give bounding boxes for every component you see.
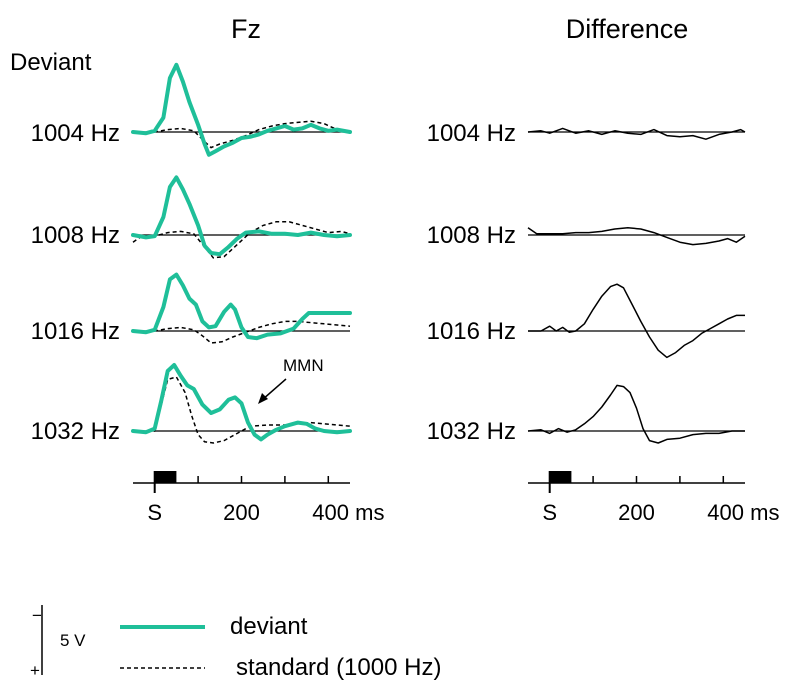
standard-waveform <box>133 320 351 344</box>
x-tick-label: 400 ms <box>312 500 384 525</box>
scale-value-label: 5 V <box>60 631 86 650</box>
standard-waveform <box>133 120 351 149</box>
x-axis-difference: S 200 400 ms <box>528 471 779 525</box>
difference-waveform <box>527 227 746 246</box>
standard-waveform <box>133 376 351 444</box>
difference-panel <box>527 127 746 444</box>
row-label-difference: 1016 Hz <box>427 318 516 345</box>
legend-standard-label: standard (1000 Hz) <box>236 654 441 681</box>
x-tick-label: 400 ms <box>707 500 779 525</box>
row-label-fz: 1004 Hz <box>31 120 120 147</box>
deviant-waveform <box>131 272 352 341</box>
legend-deviant-label: deviant <box>230 613 308 640</box>
difference-waveform <box>528 283 745 359</box>
stimulus-bar <box>154 471 177 483</box>
row-label-fz: 1008 Hz <box>31 222 120 249</box>
stimulus-bar <box>549 471 572 483</box>
row-label-difference: 1008 Hz <box>427 222 516 249</box>
difference-waveform <box>527 127 746 140</box>
fz-panel <box>131 62 352 444</box>
x-tick-label: S <box>147 500 162 525</box>
panel-title-fz: Fz <box>231 14 261 44</box>
scale-plus-label: + <box>30 661 40 680</box>
panel-title-difference: Difference <box>566 14 689 44</box>
difference-waveform <box>527 384 745 444</box>
scale-minus-label: − <box>32 606 42 625</box>
deviant-waveform <box>131 62 352 157</box>
deviant-waveform <box>131 175 352 257</box>
row-label-fz: 1032 Hz <box>31 418 120 445</box>
x-axis-fz: S 200 400 ms <box>133 471 384 525</box>
row-label-difference: 1004 Hz <box>427 120 516 147</box>
deviant-waveform <box>131 363 352 442</box>
x-tick-label: 200 <box>223 500 260 525</box>
row-header: Deviant <box>10 49 92 76</box>
standard-waveform <box>132 221 351 259</box>
mmn-annotation-label: MMN <box>283 356 324 375</box>
x-tick-label: 200 <box>618 500 655 525</box>
mmn-annotation-arrow <box>261 378 287 401</box>
row-label-difference: 1032 Hz <box>427 418 516 445</box>
row-label-fz: 1016 Hz <box>31 318 120 345</box>
mmn-arrowhead <box>258 393 268 404</box>
x-tick-label: S <box>542 500 557 525</box>
